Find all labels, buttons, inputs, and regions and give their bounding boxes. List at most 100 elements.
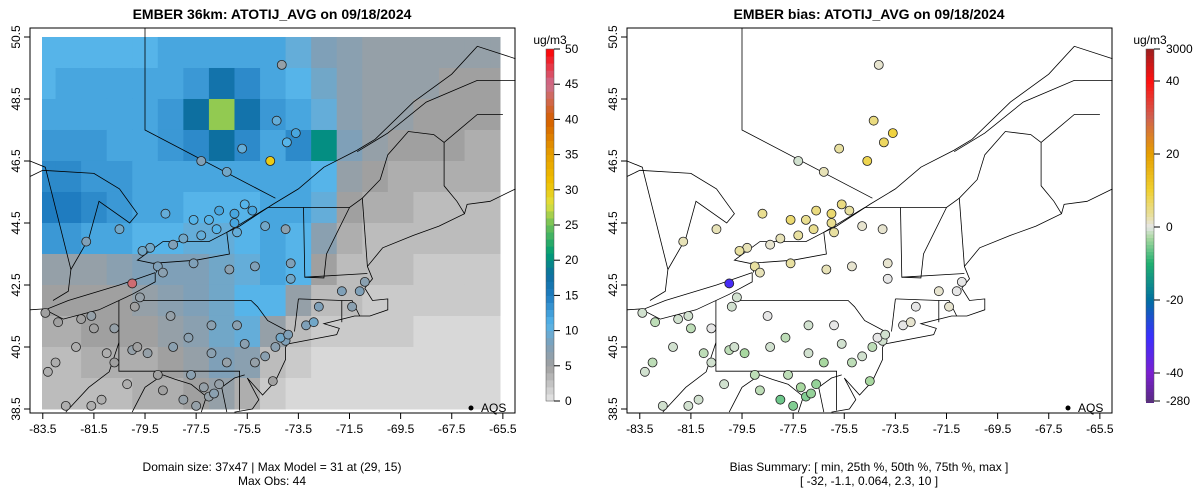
- colorbar-swatch: [1146, 220, 1154, 225]
- y-tick-label: 40.5: [9, 335, 23, 359]
- station-point: [214, 379, 225, 390]
- model-cell: [336, 36, 363, 69]
- station-point: [826, 208, 837, 219]
- station-point: [188, 258, 199, 269]
- colorbar-swatch: [1146, 199, 1154, 204]
- model-cell: [285, 36, 312, 69]
- colorbar-swatch: [546, 119, 554, 127]
- model-cell: [387, 36, 414, 69]
- model-cell: [157, 315, 184, 348]
- colorbar-swatch: [1146, 94, 1154, 99]
- colorbar-swatch: [546, 133, 554, 142]
- colorbar-swatch: [546, 351, 554, 360]
- colorbar-swatch: [1146, 224, 1154, 228]
- boundary-line: [642, 273, 752, 320]
- colorbar-swatch: [1146, 385, 1154, 389]
- y-tick-label: 48.5: [606, 87, 620, 111]
- station-point: [698, 348, 709, 359]
- colorbar-swatch: [1146, 273, 1154, 277]
- station-point: [765, 239, 776, 250]
- colorbar-unit-label: ug/m3: [1133, 33, 1167, 47]
- colorbar-swatch: [1146, 112, 1154, 116]
- model-cell: [464, 160, 491, 193]
- model-cell: [42, 191, 57, 224]
- model-cell: [387, 67, 414, 100]
- station-point: [775, 233, 786, 244]
- model-cell: [413, 222, 440, 255]
- x-tick-label: -79.5: [131, 422, 159, 436]
- model-cell: [490, 36, 501, 69]
- x-tick-label: -71.5: [933, 422, 961, 436]
- boundary-line: [30, 161, 71, 301]
- station-point: [803, 320, 814, 331]
- y-tick-label: 38.5: [9, 397, 23, 421]
- station-point: [706, 357, 717, 368]
- model-cell: [362, 346, 389, 379]
- colorbar-swatch: [546, 112, 554, 120]
- colorbar-swatch: [1146, 133, 1154, 137]
- colorbar-swatch: [1146, 395, 1154, 400]
- model-cell: [362, 36, 389, 69]
- colorbar-swatch: [546, 365, 554, 374]
- colorbar-swatch: [1146, 318, 1154, 323]
- boundary-line: [137, 232, 229, 263]
- station-point: [732, 292, 742, 303]
- y-tick-label: 44.5: [9, 211, 23, 235]
- model-cell: [387, 129, 414, 162]
- model-cell: [183, 253, 210, 286]
- boundary-line: [45, 273, 155, 320]
- colorbar-swatch: [1146, 269, 1154, 274]
- model-cell: [490, 222, 501, 255]
- model-cell: [490, 160, 501, 193]
- colorbar-swatch: [1146, 70, 1154, 74]
- bias-colorbar: ug/m3 3000 40 20 0 -20 -40 -280: [1133, 33, 1193, 408]
- model-cell: [413, 67, 440, 100]
- station-point: [196, 156, 207, 166]
- station-point: [206, 348, 217, 359]
- station-point: [40, 307, 51, 318]
- colorbar-swatch: [546, 260, 554, 268]
- station-point: [729, 342, 740, 352]
- model-cell: [208, 129, 235, 162]
- colorbar-swatch: [1146, 171, 1154, 176]
- model-cell: [81, 253, 108, 286]
- model-cell: [157, 129, 184, 162]
- model-cell: [81, 160, 108, 193]
- station-point: [783, 369, 793, 380]
- station-point: [214, 205, 225, 216]
- station-point: [910, 301, 921, 312]
- station-points: [40, 59, 370, 411]
- colorbar-swatch: [1146, 266, 1154, 270]
- station-point: [313, 301, 324, 312]
- model-cell: [55, 129, 82, 162]
- station-point: [129, 301, 140, 312]
- station-point: [818, 166, 829, 177]
- station-point: [191, 400, 202, 411]
- model-cell: [490, 346, 501, 379]
- footer-line-1: Domain size: 37x47 | Max Model = 31 at (…: [143, 460, 402, 474]
- colorbar-swatch: [1146, 364, 1154, 368]
- colorbar-swatch: [546, 344, 554, 353]
- colorbar-swatch: [1146, 378, 1154, 382]
- model-cell: [438, 67, 466, 100]
- model-cell: [362, 315, 389, 348]
- colorbar-swatch: [1146, 157, 1154, 162]
- colorbar-swatch: [546, 393, 554, 402]
- model-colorbar: ug/m3 0 5 10 15 20 25 30 35 40 45 50: [533, 33, 578, 408]
- station-point: [657, 400, 668, 411]
- model-cell: [438, 160, 466, 193]
- station-point: [788, 400, 799, 411]
- model-cell: [311, 67, 338, 100]
- station-point: [165, 311, 176, 321]
- y-tick-label: 46.5: [9, 149, 23, 173]
- colorbar-tick-label: 10: [565, 324, 579, 338]
- model-cell: [413, 377, 440, 410]
- model-grid: [42, 36, 501, 410]
- legend-dot-icon: [1065, 405, 1071, 411]
- colorbar-swatch: [1146, 336, 1154, 340]
- colorbar-swatch: [1146, 325, 1154, 330]
- station-point: [834, 143, 845, 154]
- model-cell: [234, 98, 261, 131]
- model-cell: [55, 67, 82, 100]
- colorbar-swatch: [546, 274, 554, 282]
